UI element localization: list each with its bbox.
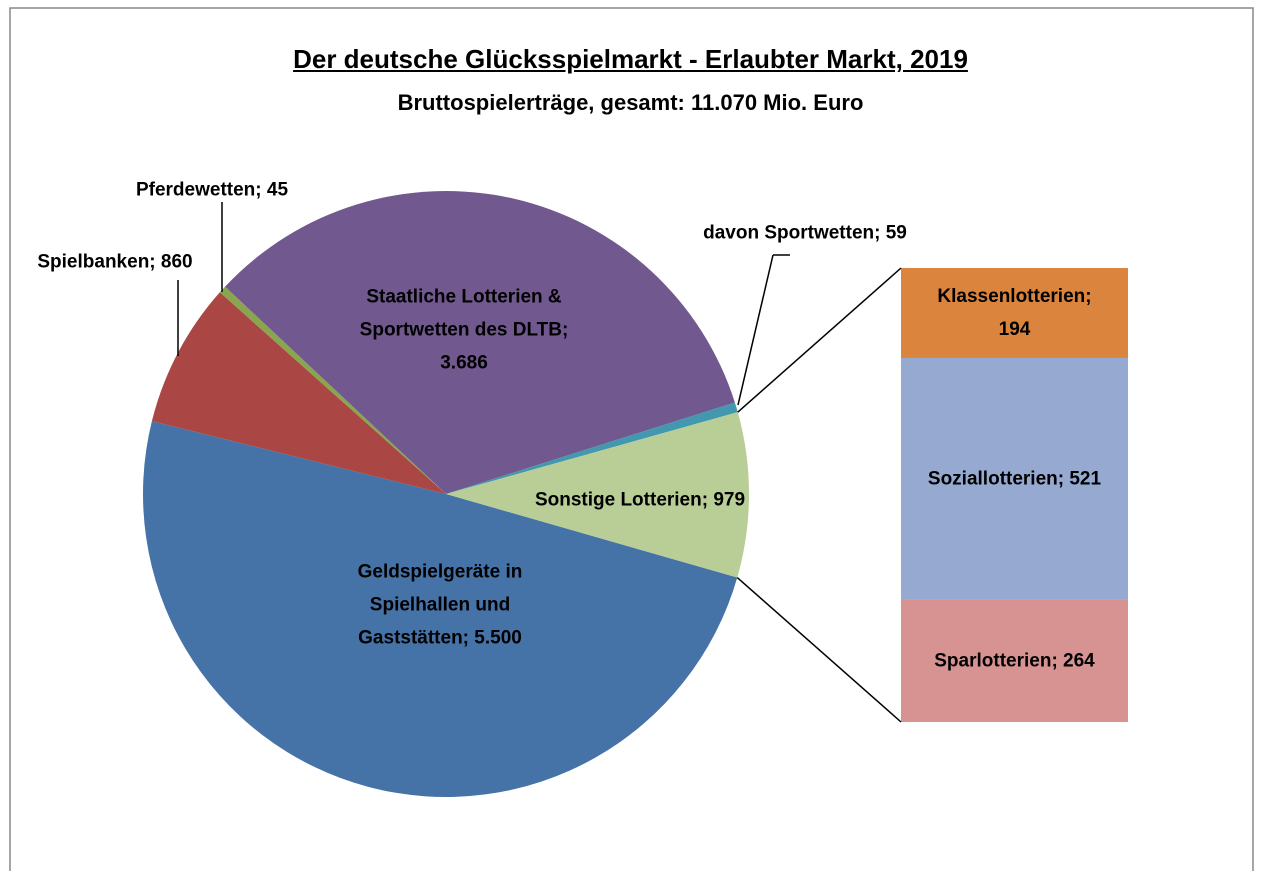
data-label: Sonstige Lotterien; 979 [534,489,746,511]
data-label: Staatliche Lotterien & Sportwetten des D… [359,286,569,374]
pie-slice [219,286,446,494]
data-label: Pferdewetten; 45 [135,179,289,201]
data-label: Geldspielgeräte in Spielhallen und Gasts… [357,561,523,649]
chart-subtitle: Bruttospielerträge, gesamt: 11.070 Mio. … [397,90,864,115]
breakout-segment [901,599,1128,722]
connector-line [737,267,902,413]
pie-slice [446,412,749,578]
leader-line [737,254,774,406]
data-label: davon Sportwetten; 59 [703,222,907,244]
pie-slice [151,292,446,494]
pie-slice [142,421,738,798]
breakout-segment [901,357,1128,600]
data-label: Spielbanken; 860 [37,251,193,273]
chart-title: Der deutsche Glücksspielmarkt - Erlaubte… [293,44,968,74]
connector-line [736,576,902,723]
data-label: Klassenlotterien; 194 [937,285,1092,340]
data-label: Sparlotterien; 264 [934,650,1095,672]
pie-slice [446,402,738,494]
breakout-segment [901,268,1128,358]
pie-slice [225,190,735,495]
data-label: Soziallotterien; 521 [927,468,1102,490]
